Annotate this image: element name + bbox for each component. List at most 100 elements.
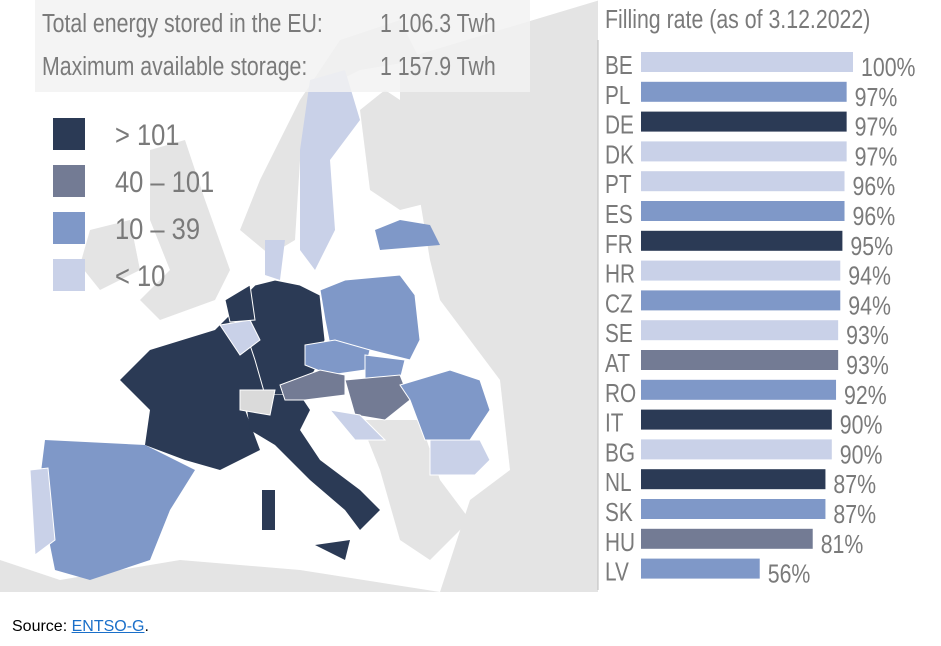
legend-swatch	[53, 118, 85, 150]
bar-category-label: PT	[605, 170, 632, 199]
country-dk	[265, 240, 285, 280]
bar-be	[641, 52, 853, 72]
source-prefix: Source:	[12, 618, 72, 635]
chart-title: Filling rate (as of 3.12.2022)	[605, 5, 870, 35]
bar-category-label: DK	[605, 140, 634, 169]
bar-value-label: 96%	[853, 202, 896, 232]
land-norway	[240, 20, 420, 255]
bar-de	[641, 111, 847, 132]
bar-category-label: HR	[605, 259, 635, 288]
source-suffix: .	[144, 618, 149, 635]
bar-value-label: 81%	[821, 530, 864, 560]
bar-category-label: PL	[605, 81, 630, 110]
bar-category-label: AT	[605, 349, 630, 378]
country-bg	[429, 439, 491, 476]
bar-value-label: 90%	[840, 440, 883, 470]
land-balkans	[360, 420, 470, 560]
bar-value-label: 97%	[855, 113, 898, 143]
country-pl	[319, 274, 421, 361]
legend-swatch	[53, 259, 85, 291]
bar-value-label: 100%	[861, 53, 916, 83]
land-north-africa	[0, 560, 440, 592]
bar-category-label: BE	[605, 51, 633, 80]
bar-value-label: 96%	[853, 172, 896, 202]
bar-nl	[641, 469, 826, 490]
bar-category-label: DE	[605, 110, 634, 139]
bar-value-label: 90%	[840, 411, 883, 441]
legend: > 101 40 – 101 10 – 39 < 10	[53, 118, 214, 292]
country-it-sicily	[315, 540, 350, 560]
bar-fr	[641, 230, 843, 251]
source-link[interactable]: ENTSO-G	[71, 618, 145, 635]
bar-value-label: 97%	[855, 83, 898, 113]
country-lv	[375, 220, 440, 250]
bar-value-label: 94%	[848, 262, 891, 292]
bar-value-label: 93%	[846, 321, 889, 351]
bar-category-label: SE	[605, 319, 633, 348]
legend-label: 40 – 101	[115, 165, 214, 198]
bar-sk	[641, 499, 826, 519]
country-nl	[224, 284, 256, 323]
bar-value-label: 97%	[855, 142, 898, 172]
max-label: Maximum available storage:	[42, 52, 307, 82]
legend-label: 10 – 39	[115, 212, 200, 245]
land-finland	[360, 90, 440, 210]
country-ch	[239, 389, 276, 416]
bar-it	[641, 409, 832, 430]
land-ireland	[80, 220, 140, 290]
europe-map	[0, 0, 600, 592]
bar-category-label: BG	[605, 438, 635, 467]
land-east	[380, 0, 600, 592]
bar-dk	[641, 141, 847, 162]
bar-category-label: NL	[605, 468, 632, 497]
bar-chart: BE 100% PL 97% DE 97% DK 97% PT 96% ES 96% FR 95% HR 94…	[605, 51, 916, 589]
country-it	[245, 395, 380, 530]
country-se	[300, 70, 360, 270]
land-uk	[140, 140, 230, 320]
total-value: 1 106.3 Twh	[380, 9, 496, 39]
bar-hr	[641, 260, 841, 281]
bar-category-label: IT	[605, 408, 623, 437]
bar-value-label: 87%	[833, 500, 876, 530]
country-hr	[328, 409, 387, 441]
map-and-chart: Total energy stored in the EU: 1 106.3 T…	[0, 0, 916, 592]
bar-category-label: LV	[605, 557, 629, 586]
bar-value-label: 94%	[848, 291, 891, 321]
bar-cz	[641, 290, 841, 311]
legend-label: < 10	[115, 259, 165, 292]
country-fr	[120, 300, 265, 470]
country-at	[279, 369, 346, 401]
max-value: 1 157.9 Twh	[380, 52, 496, 82]
country-ro	[399, 369, 491, 441]
source-line: Source: ENTSO-G.	[12, 618, 149, 636]
bar-value-label: 92%	[844, 381, 887, 411]
country-hu	[344, 374, 411, 421]
legend-label: > 101	[115, 118, 180, 151]
bar-category-label: FR	[605, 230, 633, 259]
header-box	[35, 0, 530, 92]
bar-lv	[641, 558, 760, 579]
bar-es	[641, 201, 845, 221]
bar-bg	[641, 439, 832, 460]
legend-swatch	[53, 212, 85, 244]
bar-pt	[641, 171, 845, 192]
country-es	[40, 440, 195, 580]
legend-swatch	[53, 165, 85, 197]
bar-pl	[641, 81, 847, 102]
bar-value-label: 93%	[846, 351, 889, 381]
bar-at	[641, 350, 839, 370]
total-label: Total energy stored in the EU:	[42, 9, 323, 39]
bar-category-label: RO	[605, 379, 636, 408]
country-it-sardinia	[262, 490, 275, 530]
bar-value-label: 95%	[850, 232, 893, 262]
country-pt	[29, 467, 56, 556]
bar-hu	[641, 528, 813, 549]
bar-category-label: ES	[605, 200, 633, 229]
bar-value-label: 56%	[768, 560, 811, 590]
bar-value-label: 87%	[833, 470, 876, 500]
bar-category-label: CZ	[605, 289, 633, 318]
bar-se	[641, 320, 839, 341]
bar-category-label: HU	[605, 528, 635, 557]
bar-category-label: SK	[605, 498, 633, 527]
